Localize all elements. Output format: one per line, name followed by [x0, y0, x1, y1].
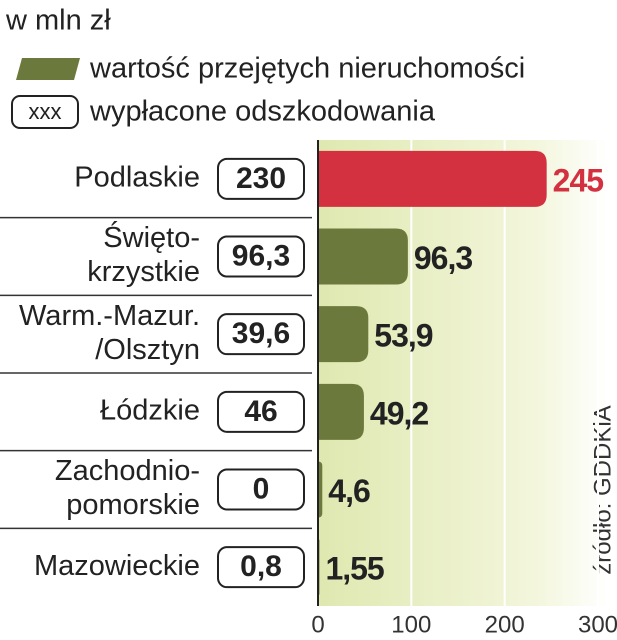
- category-label: Warm.-Mazur.: [19, 300, 200, 332]
- x-tick-label: 200: [485, 611, 525, 638]
- category-label: Święto-: [103, 220, 200, 254]
- payout-box: [217, 390, 305, 433]
- value-label: 53,9: [374, 318, 432, 354]
- x-tick-label: 0: [311, 611, 324, 638]
- payout-box: [217, 157, 305, 200]
- value-label: 245: [553, 162, 604, 198]
- bar: [318, 228, 408, 285]
- payout-label: 0: [253, 472, 270, 505]
- bar: [318, 383, 364, 440]
- payout-label: 0,8: [240, 550, 282, 583]
- payout-box: [217, 468, 305, 511]
- legend-swatch: [16, 58, 80, 80]
- legend-label: wypłacone odszkodowania: [89, 96, 436, 128]
- category-label: Mazowieckie: [34, 550, 200, 582]
- legend-label: wartość przejętych nieruchomości: [89, 53, 525, 85]
- legend-box: [11, 95, 79, 129]
- source: źródło: GDDKiA: [589, 405, 616, 574]
- payout-label: 230: [236, 162, 286, 195]
- bar: [318, 461, 323, 518]
- category-label: krzystkie: [87, 256, 200, 288]
- category-label: pomorskie: [66, 489, 200, 521]
- unit-label: w mln zł: [5, 5, 111, 37]
- value-label: 96,3: [414, 240, 472, 276]
- x-tick-label: 300: [578, 611, 617, 638]
- payout-box: [217, 313, 305, 356]
- payout-box: [217, 546, 305, 589]
- plot-background: [318, 140, 608, 606]
- payout-label: 46: [244, 395, 277, 428]
- x-tick-label: 100: [391, 611, 431, 638]
- payout-box: [217, 235, 305, 278]
- category-label: Podlaskie: [74, 161, 200, 193]
- category-label: /Olsztyn: [95, 334, 200, 366]
- bar: [318, 306, 369, 363]
- value-label: 4,6: [328, 473, 370, 509]
- value-label: 49,2: [370, 395, 428, 431]
- category-label: Łódzkie: [100, 394, 200, 426]
- bar: [318, 150, 547, 207]
- payout-label: 96,3: [232, 239, 290, 272]
- payout-label: 39,6: [232, 317, 290, 350]
- category-label: Zachodnio-: [55, 455, 200, 487]
- value-label: 1,55: [325, 551, 383, 587]
- legend-box-text: xxx: [29, 99, 62, 124]
